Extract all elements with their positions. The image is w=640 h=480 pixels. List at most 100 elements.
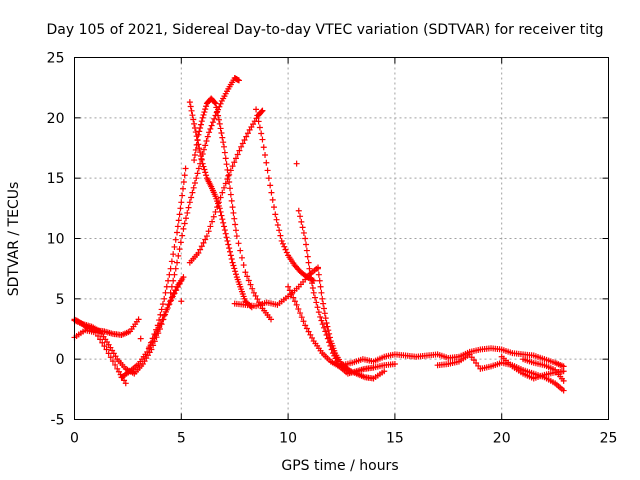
data-point bbox=[182, 165, 189, 172]
data-point bbox=[314, 304, 321, 311]
data-point bbox=[147, 339, 154, 346]
data-point bbox=[278, 237, 285, 244]
series-arc-6 bbox=[167, 75, 242, 296]
data-point bbox=[212, 100, 219, 107]
data-point bbox=[209, 218, 216, 225]
data-point bbox=[249, 285, 256, 292]
data-point bbox=[180, 225, 187, 232]
data-point bbox=[189, 189, 196, 196]
data-point bbox=[229, 259, 236, 266]
data-point bbox=[195, 249, 202, 256]
series-arc-3 bbox=[71, 274, 187, 377]
data-point bbox=[209, 119, 216, 126]
data-point bbox=[297, 213, 304, 220]
data-point bbox=[192, 146, 199, 153]
data-point bbox=[200, 111, 207, 118]
data-point bbox=[298, 314, 305, 321]
data-point bbox=[303, 241, 310, 248]
data-point bbox=[216, 103, 223, 110]
data-point bbox=[318, 317, 325, 324]
data-point bbox=[211, 115, 218, 122]
data-point bbox=[239, 140, 246, 147]
data-point bbox=[297, 310, 304, 317]
data-point bbox=[269, 196, 276, 203]
data-point bbox=[94, 332, 101, 339]
data-point bbox=[198, 156, 205, 163]
chart-title: Day 105 of 2021, Sidereal Day-to-day VTE… bbox=[47, 22, 604, 38]
x-tick-label: 10 bbox=[279, 431, 297, 447]
data-point bbox=[260, 144, 267, 151]
data-point bbox=[135, 316, 142, 323]
data-point bbox=[177, 239, 184, 246]
data-point bbox=[203, 103, 210, 110]
data-point bbox=[285, 283, 292, 290]
series-arc-17 bbox=[498, 353, 567, 382]
data-point bbox=[189, 112, 196, 119]
data-point bbox=[166, 301, 173, 308]
data-point bbox=[174, 284, 181, 291]
data-point bbox=[226, 245, 233, 252]
data-point bbox=[210, 213, 217, 220]
data-point bbox=[281, 243, 288, 250]
data-point bbox=[234, 151, 241, 158]
data-point bbox=[225, 241, 232, 248]
data-point bbox=[146, 344, 153, 351]
data-point bbox=[344, 365, 351, 372]
data-point bbox=[227, 185, 234, 192]
data-point bbox=[204, 133, 211, 140]
data-point bbox=[202, 169, 209, 176]
data-point bbox=[203, 172, 210, 179]
data-point bbox=[184, 209, 191, 216]
data-point bbox=[258, 130, 265, 137]
data-point bbox=[319, 321, 326, 328]
data-point bbox=[190, 116, 197, 123]
data-point bbox=[178, 277, 185, 284]
data-point bbox=[193, 175, 200, 182]
data-point bbox=[199, 160, 206, 167]
data-point bbox=[320, 305, 327, 312]
data-point bbox=[214, 108, 221, 115]
data-point bbox=[218, 130, 225, 137]
data-point bbox=[305, 328, 312, 335]
data-point bbox=[322, 315, 329, 322]
data-point bbox=[151, 331, 158, 338]
data-point bbox=[268, 189, 275, 196]
data-point bbox=[179, 232, 186, 239]
data-point bbox=[180, 185, 187, 192]
data-point bbox=[152, 332, 159, 339]
data-point bbox=[216, 205, 223, 212]
data-point bbox=[224, 166, 231, 173]
data-point bbox=[196, 128, 203, 135]
series-arc-18 bbox=[520, 356, 567, 384]
data-point bbox=[231, 159, 238, 166]
data-point bbox=[200, 239, 207, 246]
data-point bbox=[237, 247, 244, 254]
data-point bbox=[202, 142, 209, 149]
data-point bbox=[231, 215, 238, 222]
data-point bbox=[169, 293, 176, 300]
data-point bbox=[157, 311, 164, 318]
data-point bbox=[175, 252, 182, 259]
data-point bbox=[302, 322, 309, 329]
data-point bbox=[220, 139, 227, 146]
data-point bbox=[240, 262, 247, 269]
y-tick-label: 0 bbox=[56, 352, 65, 368]
data-point bbox=[276, 227, 283, 234]
data-point bbox=[255, 118, 262, 125]
data-point bbox=[324, 323, 331, 330]
data-point bbox=[317, 313, 324, 320]
data-point bbox=[254, 112, 261, 119]
data-point bbox=[226, 179, 233, 186]
data-point bbox=[202, 236, 209, 243]
data-point bbox=[176, 211, 183, 218]
data-point bbox=[230, 209, 237, 216]
data-point bbox=[259, 136, 266, 143]
data-point bbox=[286, 287, 293, 294]
plot-frame bbox=[74, 57, 609, 420]
data-point bbox=[252, 292, 259, 299]
data-point bbox=[196, 145, 203, 152]
x-tick-label: 15 bbox=[386, 431, 404, 447]
data-point bbox=[229, 204, 236, 211]
data-point bbox=[171, 243, 178, 250]
data-point bbox=[326, 330, 333, 337]
